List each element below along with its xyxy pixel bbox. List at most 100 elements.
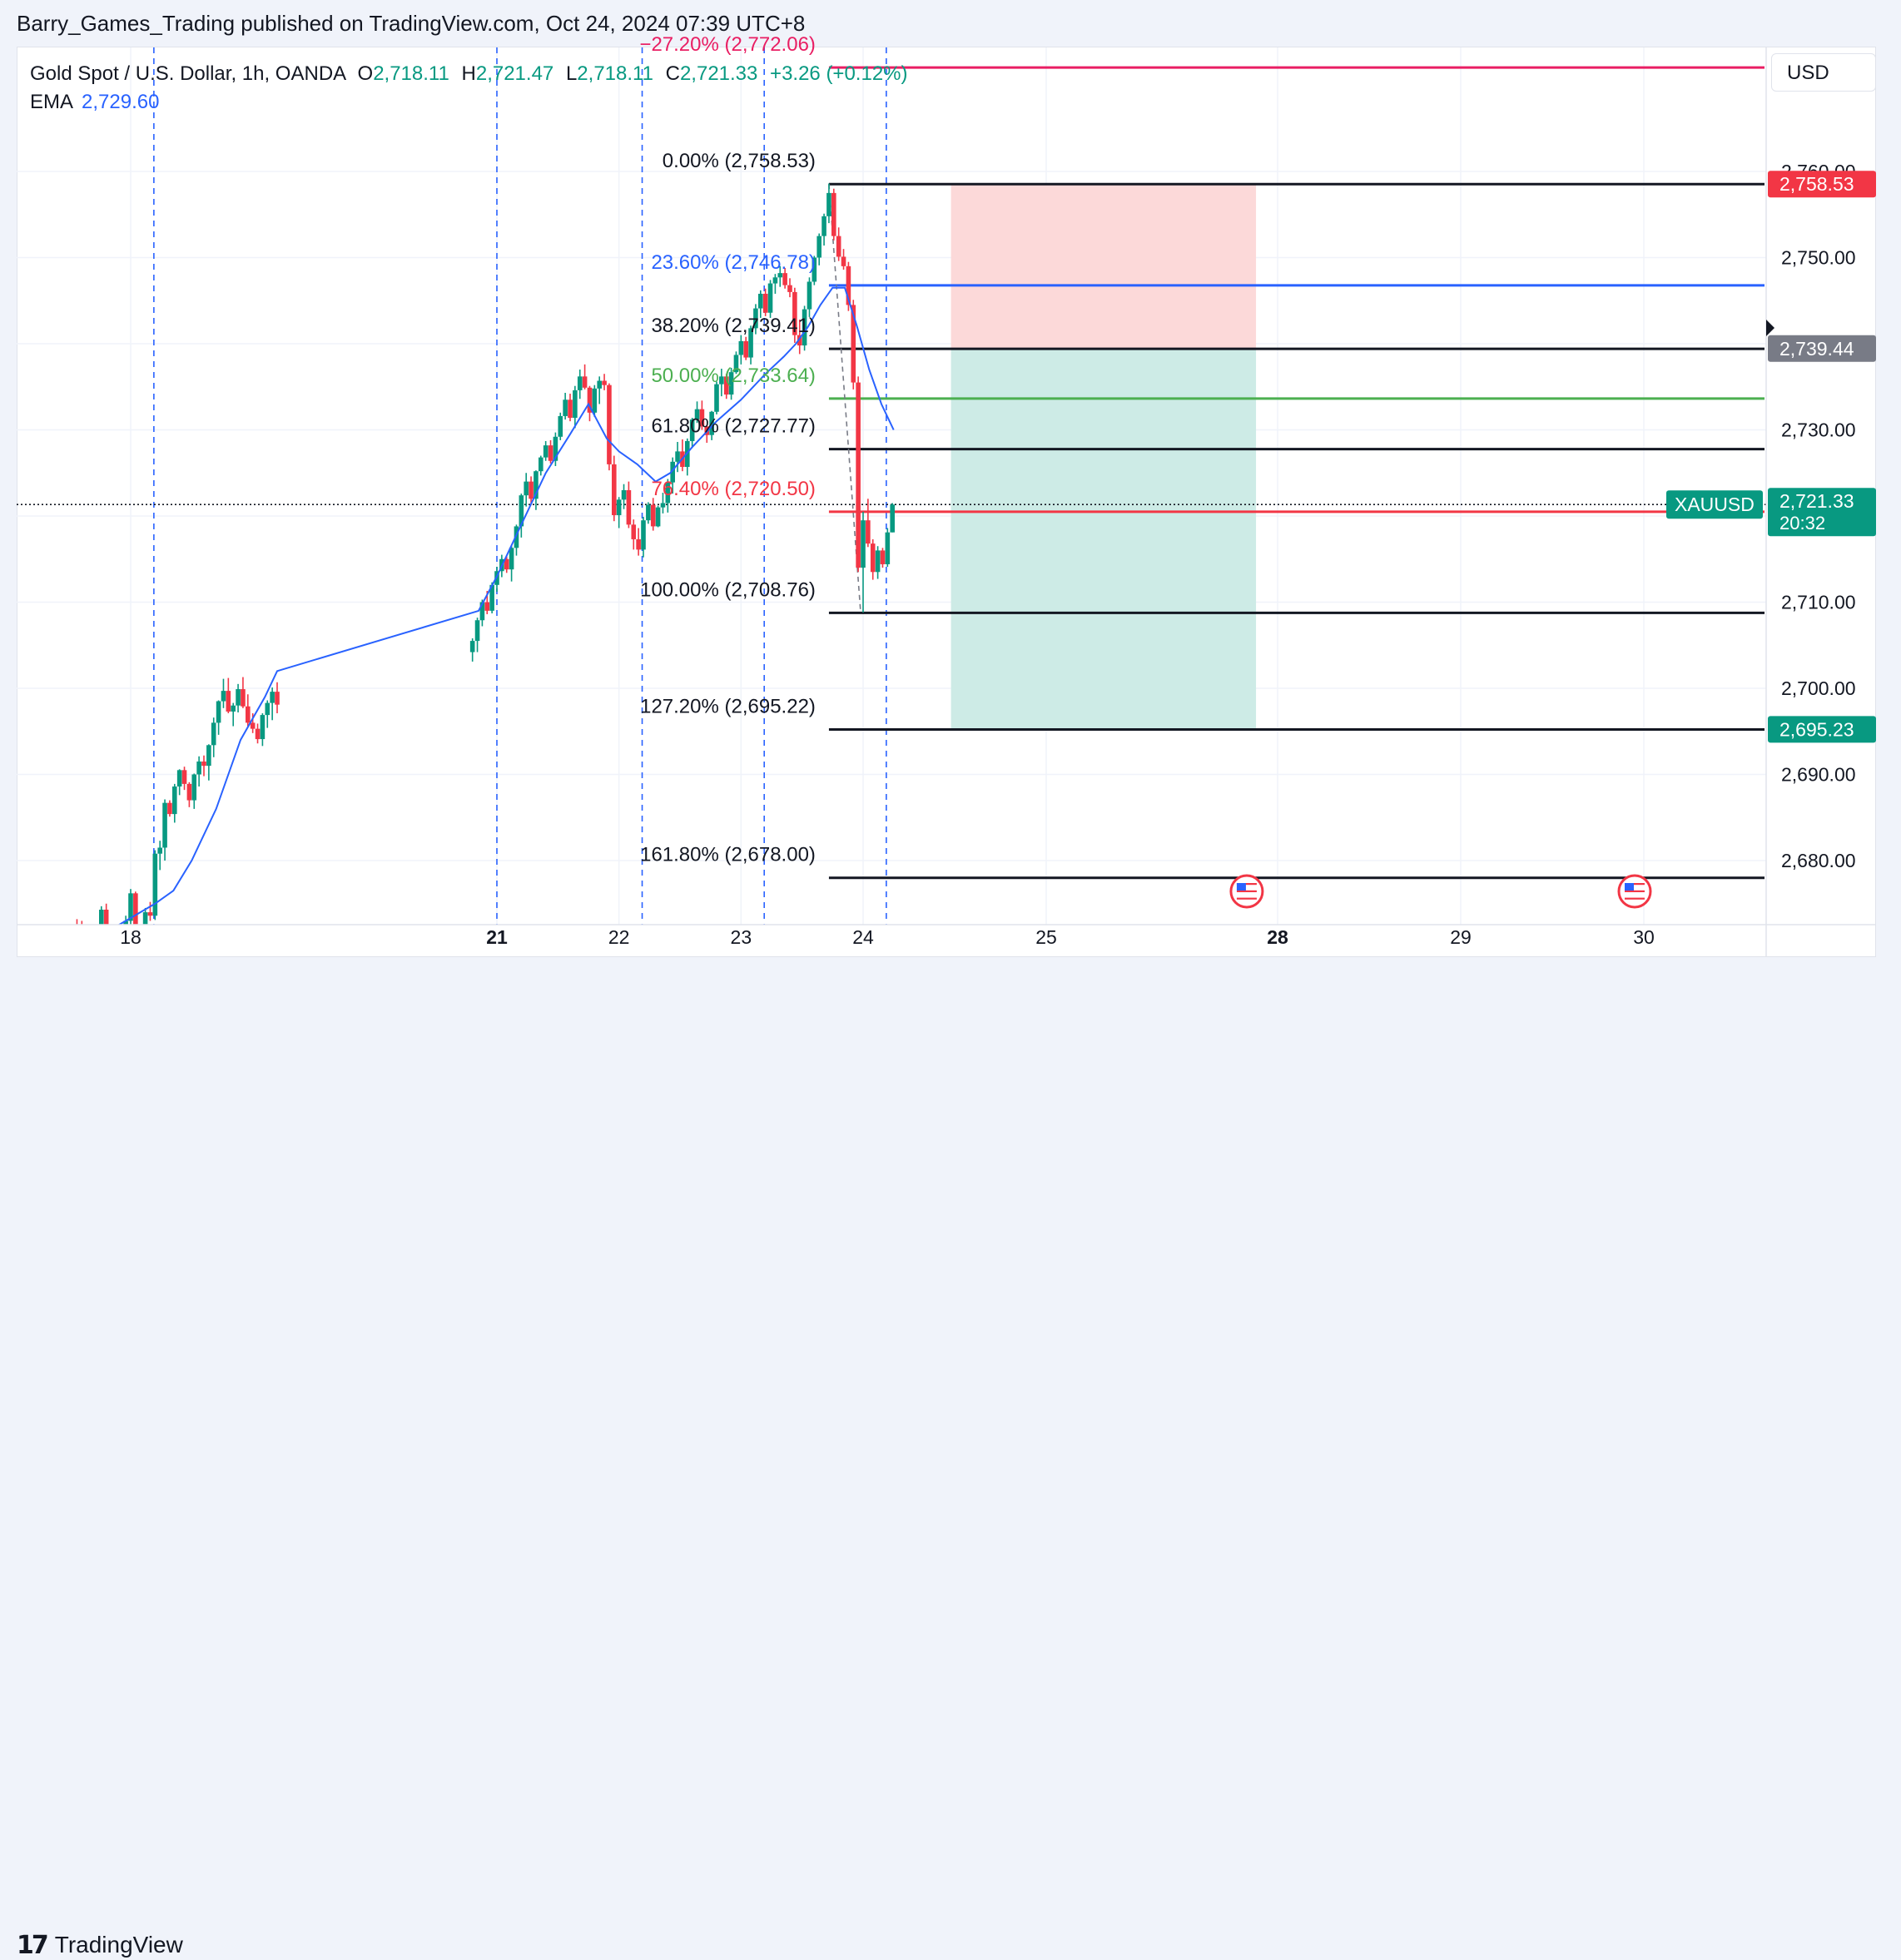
ema-legend-row[interactable]: EMA 2,729.60 xyxy=(30,88,908,117)
time-axis-tick-label: 25 xyxy=(1035,926,1057,948)
candle-body xyxy=(519,495,524,527)
price-axis-tick-label: 2,680.00 xyxy=(1781,850,1856,871)
candle-body xyxy=(176,770,182,786)
close-key: C xyxy=(665,62,680,85)
candle-body xyxy=(851,305,856,383)
candle-body xyxy=(216,701,221,723)
candle-body xyxy=(186,783,192,801)
chart-legend: Gold Spot / U.S. Dollar, 1h, OANDA O2,71… xyxy=(30,60,908,117)
candle-body xyxy=(626,489,632,525)
candle-body xyxy=(636,538,641,550)
candle-body xyxy=(479,602,485,621)
candle-body xyxy=(641,520,646,550)
candle-body xyxy=(597,380,602,389)
candle-body xyxy=(723,376,729,395)
candle-body xyxy=(621,489,627,500)
candle-body xyxy=(631,524,637,539)
change-value: +3.26 (+0.12%) xyxy=(770,62,908,85)
candle-body xyxy=(255,728,261,740)
candle-body xyxy=(152,853,158,916)
low-key: L xyxy=(565,62,578,85)
candle-body xyxy=(489,584,494,611)
candle-body xyxy=(509,548,514,570)
low-value: 2,718.11 xyxy=(577,62,653,85)
ohlc-legend-row: Gold Spot / U.S. Dollar, 1h, OANDA O2,71… xyxy=(30,60,908,88)
candle-body xyxy=(856,382,861,568)
price-badge xyxy=(1768,335,1876,362)
candle-body xyxy=(587,387,593,413)
tradingview-logo[interactable]: 17 TradingView xyxy=(17,1931,183,1960)
candle-body xyxy=(99,909,104,925)
candle-body xyxy=(816,236,821,258)
candle-body xyxy=(534,471,539,499)
candle-body xyxy=(748,328,753,358)
candle-body xyxy=(753,308,758,329)
candle-body xyxy=(275,692,280,705)
ema-value: 2,729.60 xyxy=(82,91,160,113)
open-value: 2,718.11 xyxy=(373,62,449,85)
candle-body xyxy=(709,411,714,435)
candle-body xyxy=(553,436,558,461)
candle-body xyxy=(875,550,881,573)
candle-body xyxy=(870,543,876,573)
candle-body xyxy=(474,620,480,642)
candle-body xyxy=(558,415,563,437)
price-badge xyxy=(1768,488,1876,537)
candle-body xyxy=(157,847,162,854)
candle-body xyxy=(548,445,553,461)
candle-body xyxy=(114,947,119,950)
time-axis-tick-label: 24 xyxy=(852,926,874,948)
candle-body xyxy=(133,893,138,925)
candle-body xyxy=(602,380,607,385)
price-badge-label: 2,721.33 xyxy=(1779,490,1854,512)
candle-body xyxy=(539,457,543,472)
candle-body xyxy=(699,409,705,427)
candle-body xyxy=(231,705,236,712)
price-badge-label: 2,739.44 xyxy=(1779,338,1854,360)
candle-body xyxy=(563,399,568,416)
candle-body xyxy=(782,273,787,285)
candle-body xyxy=(226,691,231,712)
candle-body xyxy=(84,947,89,952)
high-key: H xyxy=(461,62,476,85)
chart-frame[interactable] xyxy=(17,47,1876,957)
price-chart[interactable]: −27.20% (2,772.06) 0.00% (2,758.53) 23.60%… xyxy=(0,0,1901,1017)
countdown-label: 20:32 xyxy=(1779,513,1825,533)
flag-stripe xyxy=(1625,886,1645,889)
flag-stripe xyxy=(1236,883,1257,886)
candle-body xyxy=(646,504,651,521)
candle-body xyxy=(191,774,197,801)
published-info: Barry_Games_Trading published on Trading… xyxy=(17,11,806,36)
candle-body xyxy=(142,912,148,925)
price-axis-tick-label: 2,750.00 xyxy=(1781,247,1856,269)
stop-loss-zone xyxy=(950,184,1257,349)
candle-body xyxy=(577,376,583,390)
open-key: O xyxy=(357,62,374,85)
candle-body xyxy=(201,761,206,767)
candle-body xyxy=(660,503,666,508)
candle-body xyxy=(772,277,778,284)
symbol-badge xyxy=(1666,490,1763,519)
candle-body xyxy=(70,930,75,946)
candle-body xyxy=(670,461,675,483)
candle-body xyxy=(524,481,529,496)
flag-canton xyxy=(1236,883,1246,891)
candle-body xyxy=(665,482,671,504)
candle-body xyxy=(128,893,133,921)
price-axis-tick-label: 2,710.00 xyxy=(1781,592,1856,613)
currency-button[interactable]: USD xyxy=(1771,53,1876,92)
candle-body xyxy=(758,293,763,309)
candle-body xyxy=(762,293,768,313)
flag-stripe xyxy=(1236,886,1257,889)
candle-body xyxy=(196,761,201,775)
candle-body xyxy=(241,689,246,707)
candle-body xyxy=(787,285,792,292)
flag-stripe xyxy=(1236,890,1257,892)
candle-body xyxy=(123,920,128,925)
candle-body xyxy=(689,419,695,441)
candle-body xyxy=(861,520,866,568)
us-flag-event-icon xyxy=(1617,874,1652,909)
candle-body xyxy=(236,689,241,706)
symbol-badge-label: XAUUSD xyxy=(1675,494,1755,515)
time-axis-tick-label: 23 xyxy=(731,926,752,948)
